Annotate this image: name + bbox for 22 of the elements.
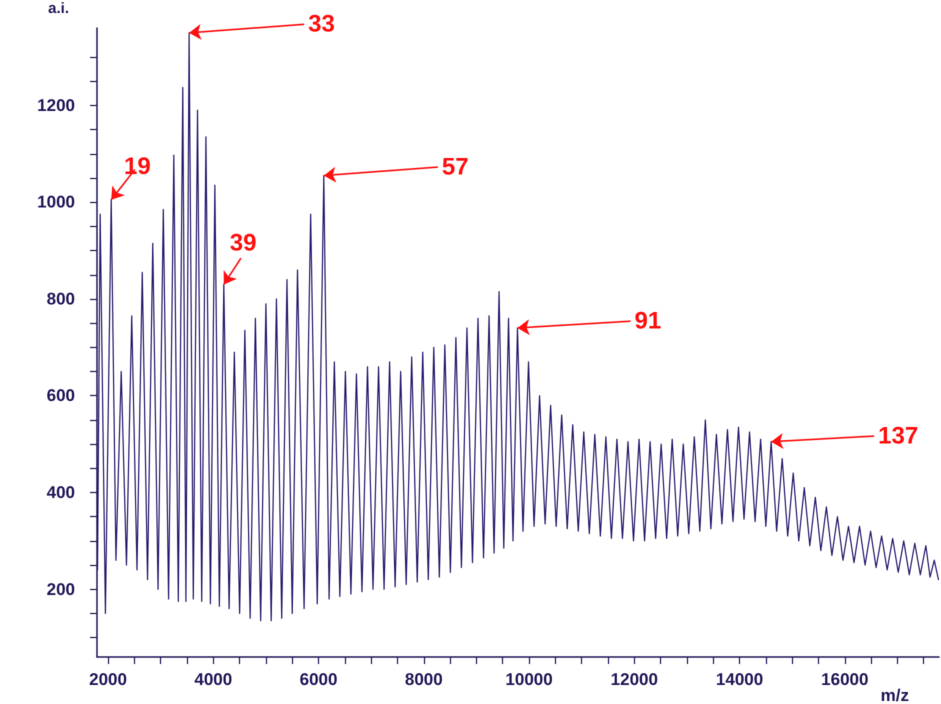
annotation: 39 bbox=[230, 229, 256, 256]
annotation: 57 bbox=[442, 153, 469, 180]
x-tick-label: 8000 bbox=[404, 670, 443, 689]
x-tick-label: 14000 bbox=[716, 670, 764, 689]
x-tick-label: 12000 bbox=[610, 670, 658, 689]
x-tick-label: 16000 bbox=[821, 670, 868, 689]
y-tick-label: 1000 bbox=[37, 192, 75, 212]
y-tick-label: 800 bbox=[46, 289, 75, 308]
annotation: 91 bbox=[634, 307, 662, 334]
annotation: 137 bbox=[878, 422, 918, 450]
annotation: 33 bbox=[308, 10, 335, 38]
y-tick-label: 600 bbox=[46, 386, 75, 406]
y-tick-label: 400 bbox=[46, 482, 75, 502]
y-axis-title: a.i. bbox=[48, 0, 69, 17]
x-tick-label: 2000 bbox=[89, 670, 127, 689]
y-tick-label: 200 bbox=[46, 580, 75, 599]
y-tick-label: 1200 bbox=[37, 96, 75, 115]
annotation: 19 bbox=[124, 152, 151, 180]
x-axis-title: m/z bbox=[880, 686, 909, 704]
x-tick-label: 10000 bbox=[505, 670, 553, 689]
x-tick-label: 4000 bbox=[194, 670, 232, 689]
x-tick-label: 6000 bbox=[300, 670, 338, 689]
